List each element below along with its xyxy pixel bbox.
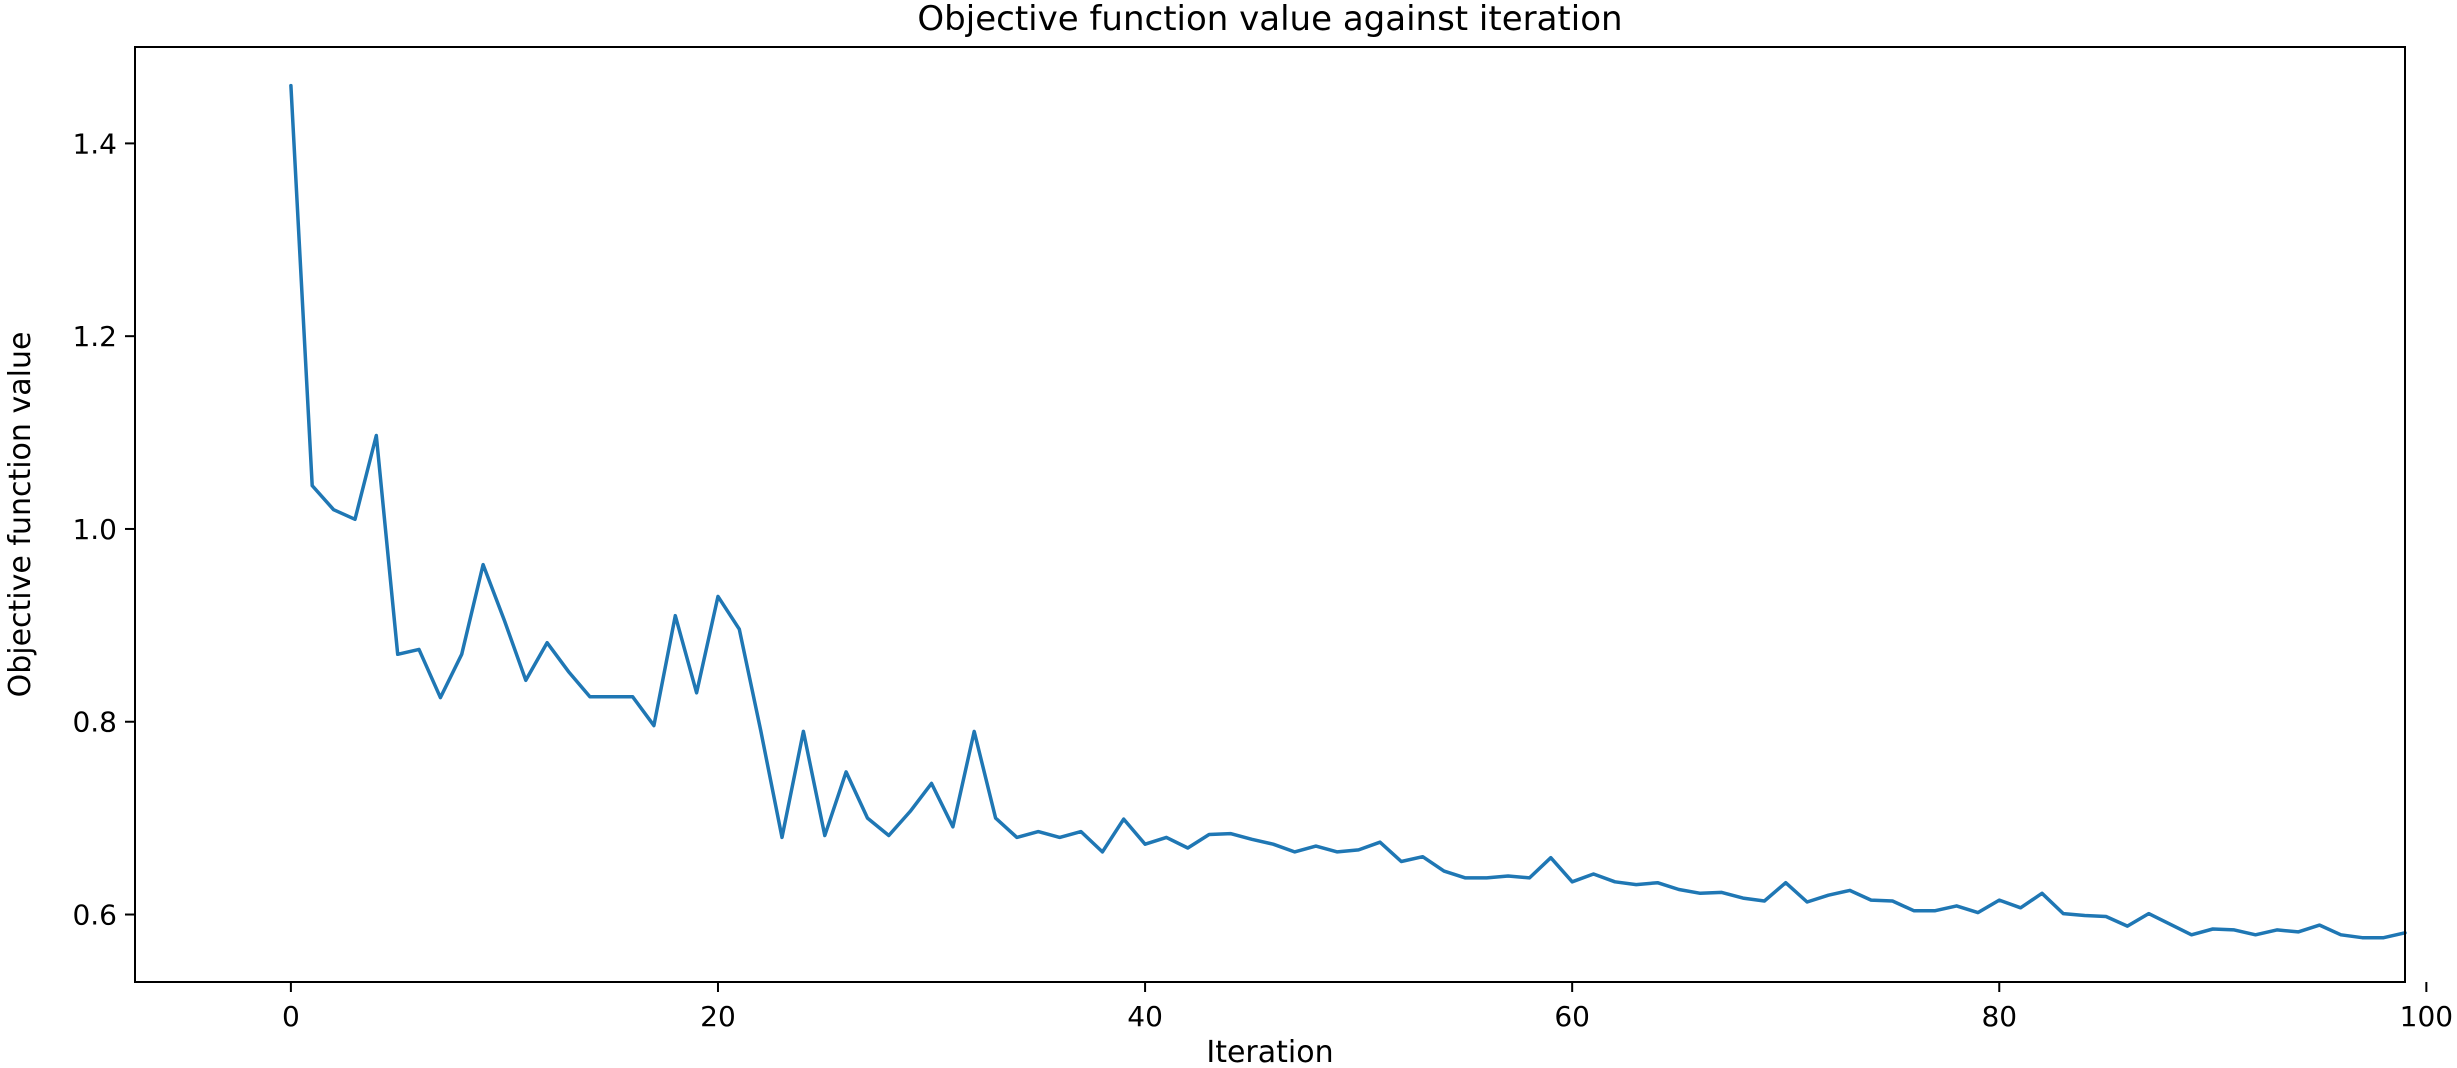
series-line	[289, 83, 2407, 940]
x-axis-label: Iteration	[1206, 1035, 1333, 1068]
y-tick-label: 1.0	[72, 513, 117, 546]
plot-area	[289, 83, 2407, 940]
x-tick-label: 60	[1554, 1000, 1590, 1033]
y-axis: 0.6 0.8 1.0 1.2 1.4	[72, 127, 135, 932]
y-tick-label: 1.2	[72, 320, 117, 353]
chart-title: Objective function value against iterati…	[917, 0, 1622, 39]
x-axis: 0 20 40 60 80 100	[282, 982, 2453, 1033]
y-tick-label: 1.4	[72, 127, 117, 160]
y-tick-label: 0.6	[72, 899, 117, 932]
x-tick-label: 100	[2400, 1000, 2453, 1033]
x-tick-label: 20	[700, 1000, 736, 1033]
y-tick-label: 0.8	[72, 706, 117, 739]
x-tick-label: 80	[1981, 1000, 2017, 1033]
x-tick-label: 40	[1127, 1000, 1163, 1033]
plot-frame	[134, 46, 2406, 983]
x-tick-label: 0	[282, 1000, 300, 1033]
y-axis-label: Objective function value	[3, 332, 38, 698]
